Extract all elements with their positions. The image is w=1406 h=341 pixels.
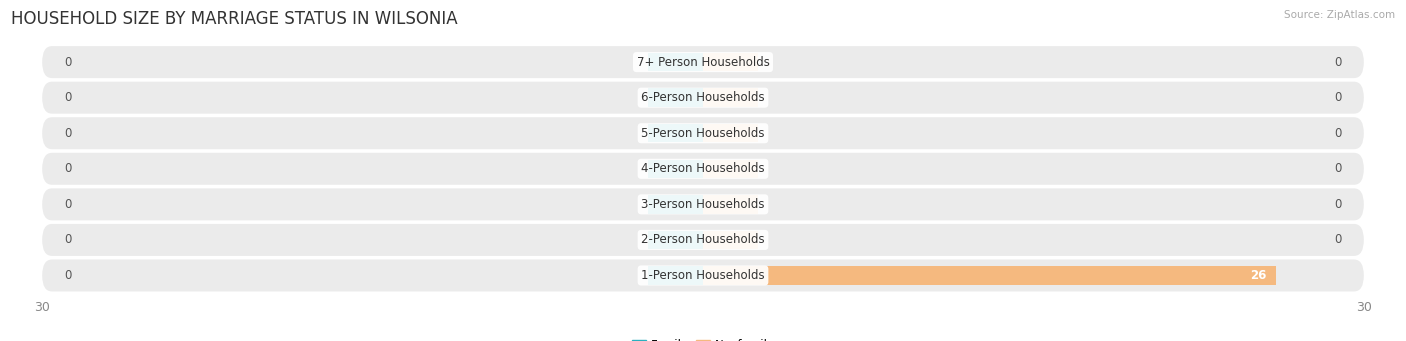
Bar <box>703 124 758 143</box>
Bar <box>703 88 758 107</box>
Text: 0: 0 <box>65 269 72 282</box>
Bar <box>703 195 758 213</box>
Text: HOUSEHOLD SIZE BY MARRIAGE STATUS IN WILSONIA: HOUSEHOLD SIZE BY MARRIAGE STATUS IN WIL… <box>11 10 458 28</box>
Bar <box>703 53 758 71</box>
Text: 30: 30 <box>1355 301 1372 314</box>
Text: 4-Person Households: 4-Person Households <box>641 162 765 175</box>
Text: 2-Person Households: 2-Person Households <box>641 234 765 247</box>
Text: 7+ Person Households: 7+ Person Households <box>637 56 769 69</box>
Text: 30: 30 <box>34 301 51 314</box>
Text: 0: 0 <box>65 56 72 69</box>
Text: 0: 0 <box>65 127 72 140</box>
Text: 3-Person Households: 3-Person Households <box>641 198 765 211</box>
Text: 0: 0 <box>1334 162 1341 175</box>
Text: 0: 0 <box>1334 56 1341 69</box>
FancyBboxPatch shape <box>42 188 1364 220</box>
Bar <box>648 160 703 178</box>
FancyBboxPatch shape <box>42 224 1364 256</box>
FancyBboxPatch shape <box>42 260 1364 292</box>
Legend: Family, Nonfamily: Family, Nonfamily <box>627 335 779 341</box>
FancyBboxPatch shape <box>42 153 1364 185</box>
Bar <box>648 266 703 285</box>
FancyBboxPatch shape <box>42 81 1364 114</box>
Text: 0: 0 <box>1334 198 1341 211</box>
Bar <box>648 88 703 107</box>
Text: 0: 0 <box>65 198 72 211</box>
Text: 5-Person Households: 5-Person Households <box>641 127 765 140</box>
Bar <box>648 124 703 143</box>
Text: 0: 0 <box>1334 91 1341 104</box>
Text: Source: ZipAtlas.com: Source: ZipAtlas.com <box>1284 10 1395 20</box>
FancyBboxPatch shape <box>42 46 1364 78</box>
Bar <box>648 53 703 71</box>
Bar <box>703 266 1275 285</box>
Text: 0: 0 <box>1334 234 1341 247</box>
FancyBboxPatch shape <box>42 117 1364 149</box>
Bar <box>703 160 758 178</box>
Text: 0: 0 <box>65 91 72 104</box>
Text: 1-Person Households: 1-Person Households <box>641 269 765 282</box>
Text: 0: 0 <box>1334 127 1341 140</box>
Bar <box>648 195 703 213</box>
Bar <box>703 231 758 249</box>
Text: 26: 26 <box>1250 269 1267 282</box>
Text: 0: 0 <box>65 234 72 247</box>
Bar <box>648 231 703 249</box>
Text: 0: 0 <box>65 162 72 175</box>
Text: 6-Person Households: 6-Person Households <box>641 91 765 104</box>
